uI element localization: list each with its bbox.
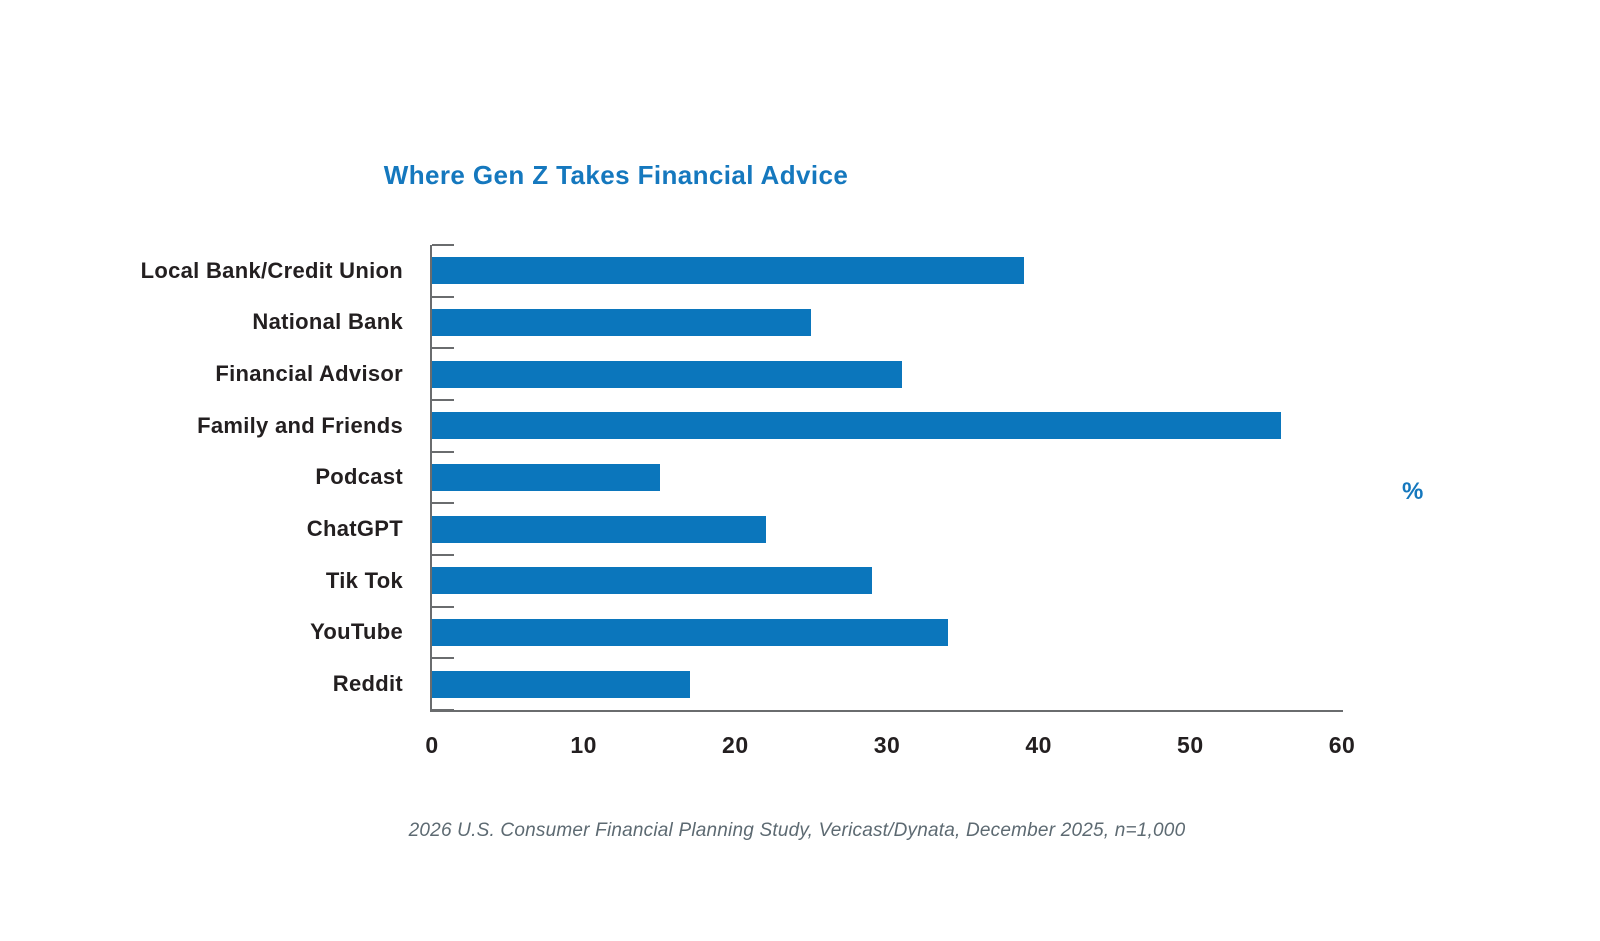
bar xyxy=(432,670,690,698)
y-axis-tick xyxy=(432,347,454,350)
bar xyxy=(432,360,903,388)
category-label: ChatGPT xyxy=(306,516,403,542)
x-tick-label: 20 xyxy=(722,732,749,758)
category-axis-labels: Local Bank/Credit Union National Bank Fina… xyxy=(0,245,403,710)
bar xyxy=(432,515,766,543)
y-axis-tick xyxy=(432,399,454,401)
x-tick-label: 10 xyxy=(570,732,597,758)
bar xyxy=(432,412,1282,440)
x-tick-label: 40 xyxy=(1025,732,1052,758)
y-axis-tick xyxy=(432,605,454,608)
chart-title: Where Gen Z Takes Financial Advice xyxy=(383,160,849,190)
bar xyxy=(432,567,872,595)
x-tick-label: 30 xyxy=(873,732,901,758)
y-axis-tick xyxy=(432,657,454,660)
bar xyxy=(432,257,1024,285)
category-label: Reddit xyxy=(332,671,403,697)
x-tick-label: 0 xyxy=(425,732,439,758)
bar xyxy=(432,464,660,491)
y-axis-line xyxy=(430,245,432,712)
y-axis-tick xyxy=(432,502,454,505)
x-tick-label: 50 xyxy=(1177,732,1204,758)
x-axis-unit-label: % xyxy=(1402,478,1424,505)
plot-area: 0 10 20 30 40 50 60 xyxy=(425,244,1355,758)
category-label: Tik Tok xyxy=(325,567,403,593)
category-label: YouTube xyxy=(310,619,403,645)
y-axis-tick xyxy=(432,554,454,556)
category-label: Local Bank/Credit Union xyxy=(140,257,403,283)
bar xyxy=(432,309,812,336)
y-axis-tick xyxy=(432,450,454,453)
y-axis-tick xyxy=(432,244,454,246)
x-axis-line xyxy=(430,710,1343,712)
category-label: Financial Advisor xyxy=(215,361,403,387)
category-label: Family and Friends xyxy=(197,412,403,438)
y-axis-tick xyxy=(432,709,454,711)
source-note: 2026 U.S. Consumer Financial Planning St… xyxy=(408,820,1186,841)
y-axis-tick xyxy=(432,295,454,298)
category-label: Podcast xyxy=(315,464,403,490)
x-tick-label: 60 xyxy=(1328,732,1356,758)
category-label: National Bank xyxy=(252,309,403,335)
bar xyxy=(432,619,948,646)
